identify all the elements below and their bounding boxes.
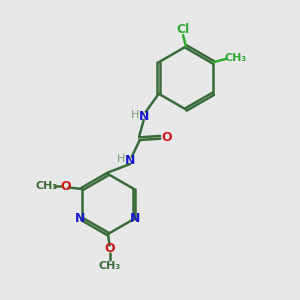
- Text: O: O: [60, 179, 71, 193]
- Text: CH₃: CH₃: [36, 181, 58, 191]
- Text: N: N: [139, 110, 149, 123]
- Text: N: N: [75, 212, 86, 226]
- Text: O: O: [104, 242, 115, 256]
- Text: N: N: [125, 154, 135, 167]
- Text: H: H: [130, 110, 139, 120]
- Text: CH₃: CH₃: [98, 261, 121, 272]
- Text: CH₃: CH₃: [224, 53, 246, 63]
- Text: O: O: [161, 131, 172, 144]
- Text: H: H: [117, 154, 125, 164]
- Text: N: N: [130, 212, 141, 226]
- Text: Cl: Cl: [176, 23, 190, 36]
